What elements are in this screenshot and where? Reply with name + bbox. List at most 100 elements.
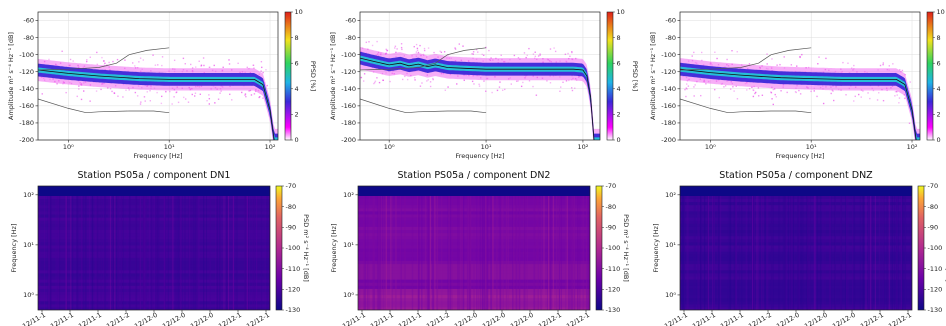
y-tick-label: 10¹ bbox=[665, 241, 676, 249]
y-axis-label: Frequency [Hz] bbox=[652, 223, 660, 272]
transient-line-1 bbox=[390, 195, 392, 310]
colorbar-tick-label: 6 bbox=[937, 59, 941, 67]
ppsd-band bbox=[38, 63, 278, 140]
colorbar-tick-label: -90 bbox=[928, 224, 939, 232]
colorbar bbox=[926, 11, 934, 141]
colorbar-tick-label: 8 bbox=[617, 34, 621, 42]
y-tick-label: -60 bbox=[23, 17, 34, 25]
plot-frame bbox=[37, 11, 279, 141]
plot-frame bbox=[679, 11, 921, 141]
x-tick-label: 12/12-1 bbox=[537, 311, 563, 326]
transient-line-6 bbox=[870, 195, 872, 310]
y-tick-label: -80 bbox=[23, 34, 34, 42]
y-tick-label: -60 bbox=[665, 17, 676, 25]
colorbar-tick-label: -110 bbox=[606, 265, 621, 273]
transient-line-3 bbox=[756, 195, 758, 310]
y-tick-label: -180 bbox=[19, 119, 34, 127]
nhnm-curve bbox=[38, 47, 170, 71]
colorbar-tick-label: -130 bbox=[606, 306, 621, 314]
y-tick-label: -140 bbox=[341, 85, 356, 93]
colorbar-tick-label: -130 bbox=[286, 306, 301, 314]
y-tick-label: -200 bbox=[341, 136, 356, 144]
ppsd-density bbox=[680, 47, 920, 140]
y-tick-label: 10⁰ bbox=[665, 291, 676, 299]
y-tick-label: -100 bbox=[341, 51, 356, 59]
y-axis-label: Frequency [Hz] bbox=[10, 223, 18, 272]
colorbar-tick-label: -80 bbox=[928, 203, 939, 211]
x-tick-label: 12/11-1 bbox=[77, 311, 103, 326]
y-tick-label: 10⁰ bbox=[23, 291, 34, 299]
spectrogram-title: Station PS05a / component DN2 bbox=[398, 170, 551, 181]
x-tick-label: 12/12-0 bbox=[831, 311, 857, 326]
colorbar-tick-label: 10 bbox=[295, 8, 303, 16]
colorbar-tick-label: -70 bbox=[928, 182, 939, 190]
colorbar-tick-label: 8 bbox=[937, 34, 941, 42]
x-tick-label: 12/11-1 bbox=[719, 311, 745, 326]
colorbar-label: PSD m² s⁻⁴ Hz⁻¹ [dB] bbox=[622, 214, 630, 282]
x-tick-label: 12/12-0 bbox=[453, 311, 479, 326]
x-axis-label: Frequency [Hz] bbox=[775, 152, 824, 160]
plot-frame bbox=[359, 11, 601, 141]
x-tick-label: 12/12-1 bbox=[217, 311, 243, 326]
y-tick-label: -180 bbox=[341, 119, 356, 127]
y-tick-label: -180 bbox=[661, 119, 676, 127]
x-tick-label: 10¹ bbox=[481, 143, 492, 151]
transient-line-3 bbox=[434, 195, 436, 310]
transient-line-4 bbox=[172, 195, 174, 310]
colorbar-tick-label: 4 bbox=[295, 85, 299, 93]
transient-line-5 bbox=[223, 195, 225, 310]
colorbar-tick-label: -70 bbox=[286, 182, 297, 190]
x-tick-label: 12/11-1 bbox=[369, 311, 395, 326]
y-tick-label: -120 bbox=[19, 68, 34, 76]
y-tick-label: -60 bbox=[345, 17, 356, 25]
spectrogram-panel-2: Station PS05a / component DN2 10⁰ 10¹ 10² Fr… bbox=[330, 170, 630, 326]
x-tick-label: 12/12-1 bbox=[245, 311, 271, 326]
x-tick-label: 12/12-1 bbox=[887, 311, 913, 326]
y-tick-label: 10¹ bbox=[343, 241, 354, 249]
y-axis-label: Amplitude m² s⁻⁴ Hz⁻¹ [dB] bbox=[649, 32, 657, 120]
colorbar-tick-label: -120 bbox=[286, 286, 301, 294]
top-band bbox=[38, 186, 270, 196]
transient-line-2 bbox=[429, 195, 431, 310]
y-tick-label: -160 bbox=[661, 102, 676, 110]
y-tick-label: -120 bbox=[661, 68, 676, 76]
x-tick-label: 10⁰ bbox=[384, 143, 395, 151]
colorbar-tick-label: -80 bbox=[606, 203, 617, 211]
nhnm-curve bbox=[360, 47, 487, 71]
spectrogram-image bbox=[680, 186, 912, 310]
spectrogram-title: Station PS05a / component DN1 bbox=[78, 170, 231, 181]
colorbar-tick-label: -130 bbox=[928, 306, 943, 314]
colorbar-tick-label: 4 bbox=[937, 85, 941, 93]
y-tick-label: -140 bbox=[661, 85, 676, 93]
colorbar-tick-label: 8 bbox=[295, 34, 299, 42]
x-tick-label: 10¹ bbox=[806, 143, 817, 151]
transient-line-4 bbox=[492, 195, 494, 310]
colorbar-label: PSD m² s⁻⁴ Hz⁻¹ [dB] bbox=[302, 214, 310, 282]
colorbar-tick-label: 0 bbox=[617, 136, 621, 144]
colorbar-tick-label: -100 bbox=[928, 244, 943, 252]
x-tick-label: 12/11-1 bbox=[341, 311, 367, 326]
y-tick-label: 10² bbox=[343, 191, 354, 199]
x-tick-label: 12/11-2 bbox=[747, 311, 773, 326]
colorbar-tick-label: -110 bbox=[928, 265, 943, 273]
y-tick-label: -100 bbox=[661, 51, 676, 59]
transient-line-4 bbox=[814, 195, 816, 310]
colorbar bbox=[595, 185, 603, 311]
transient-line-8 bbox=[566, 195, 568, 310]
colorbar-tick-label: -100 bbox=[286, 244, 301, 252]
colorbar-tick-label: 2 bbox=[617, 111, 621, 119]
x-tick-label: 12/12-0 bbox=[189, 311, 215, 326]
colorbar-tick-label: 4 bbox=[617, 85, 621, 93]
transient-line-0 bbox=[65, 195, 67, 310]
colorbar-label: PPSD [%] bbox=[309, 61, 317, 91]
colorbar-tick-label: -80 bbox=[286, 203, 297, 211]
x-tick-label: 12/12-0 bbox=[161, 311, 187, 326]
transient-line-7 bbox=[874, 195, 876, 310]
colorbar-tick-label: -110 bbox=[286, 265, 301, 273]
y-tick-label: -160 bbox=[341, 102, 356, 110]
ppsd-panel-3: -60 -80 -100 -120 -140 -160 -180 -200 10⁰ 10¹ 10² F… bbox=[649, 8, 945, 160]
colorbar-tick-label: -90 bbox=[286, 224, 297, 232]
y-tick-label: 10⁰ bbox=[343, 291, 354, 299]
y-tick-label: -160 bbox=[19, 102, 34, 110]
x-tick-label: 10² bbox=[265, 143, 276, 151]
